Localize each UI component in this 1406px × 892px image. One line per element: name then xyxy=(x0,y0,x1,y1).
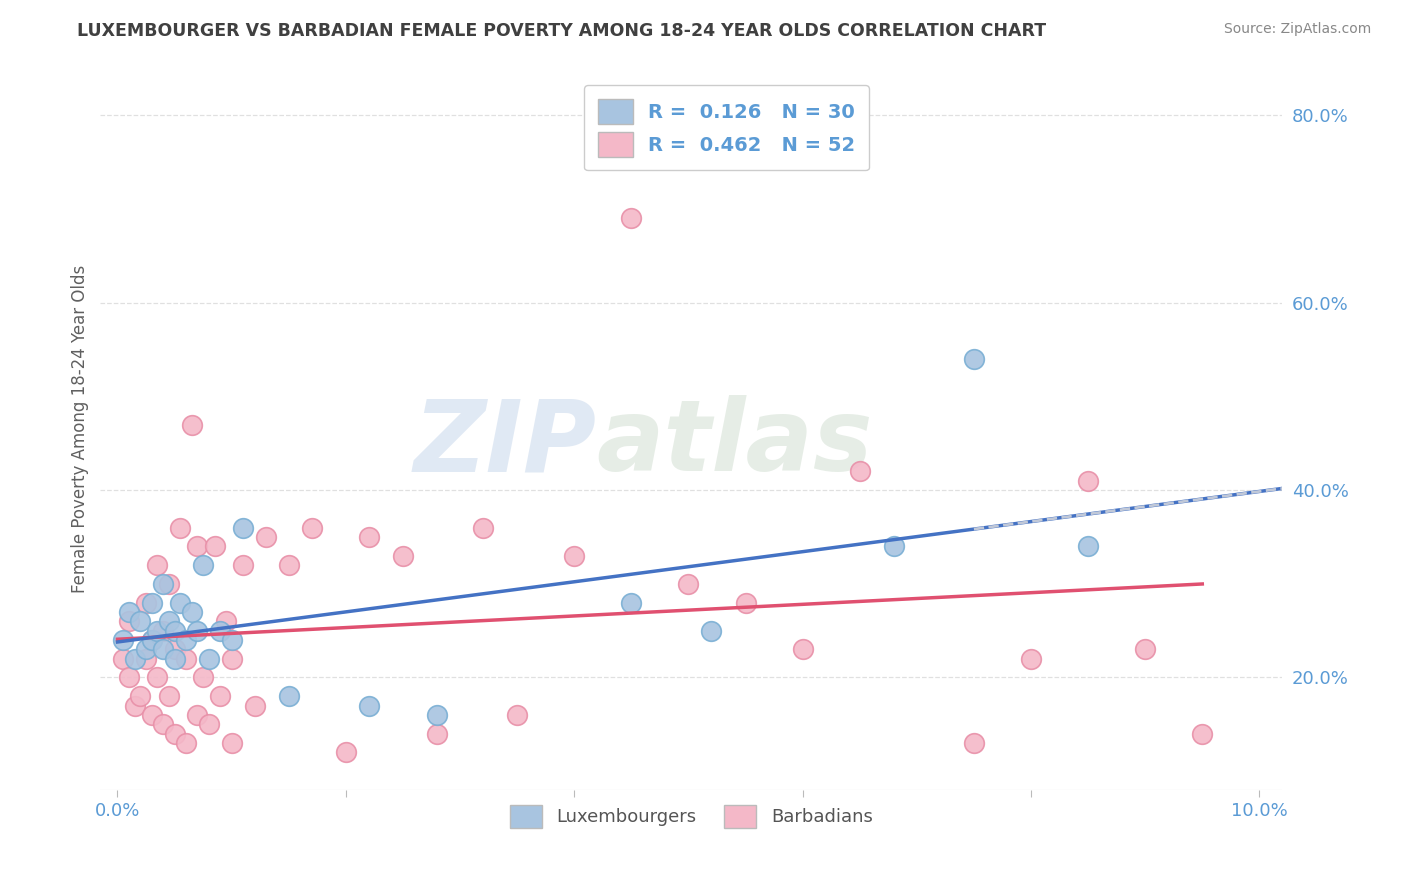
Point xyxy=(118,614,141,628)
Point xyxy=(232,558,254,572)
Point xyxy=(152,576,174,591)
Point xyxy=(678,576,700,591)
Point xyxy=(135,595,157,609)
Point xyxy=(180,417,202,432)
Point xyxy=(1135,642,1157,657)
Point xyxy=(163,624,186,638)
Point xyxy=(157,614,180,628)
Point xyxy=(1077,474,1099,488)
Point xyxy=(152,642,174,657)
Point xyxy=(209,624,232,638)
Point xyxy=(335,746,357,760)
Point xyxy=(221,633,243,648)
Point xyxy=(1077,539,1099,553)
Point xyxy=(1019,652,1042,666)
Legend: Luxembourgers, Barbadians: Luxembourgers, Barbadians xyxy=(502,797,880,835)
Point xyxy=(232,520,254,534)
Point xyxy=(141,633,163,648)
Point xyxy=(848,464,870,478)
Point xyxy=(392,549,415,563)
Point xyxy=(215,614,238,628)
Point xyxy=(129,614,152,628)
Point xyxy=(221,652,243,666)
Point xyxy=(124,698,146,713)
Point xyxy=(157,690,180,704)
Point xyxy=(146,671,169,685)
Point xyxy=(506,708,529,723)
Point xyxy=(152,717,174,731)
Point xyxy=(734,595,756,609)
Point xyxy=(186,708,208,723)
Point xyxy=(118,671,141,685)
Y-axis label: Female Poverty Among 18-24 Year Olds: Female Poverty Among 18-24 Year Olds xyxy=(72,265,89,593)
Point xyxy=(112,633,135,648)
Point xyxy=(135,642,157,657)
Point xyxy=(180,605,202,619)
Point xyxy=(112,652,135,666)
Point xyxy=(620,211,643,226)
Point xyxy=(883,539,905,553)
Point xyxy=(141,708,163,723)
Text: ZIP: ZIP xyxy=(413,395,596,492)
Point xyxy=(426,727,449,741)
Point xyxy=(186,624,208,638)
Point xyxy=(163,652,186,666)
Point xyxy=(277,558,299,572)
Point xyxy=(471,520,494,534)
Point xyxy=(963,736,986,750)
Point xyxy=(118,605,141,619)
Point xyxy=(152,624,174,638)
Point xyxy=(163,642,186,657)
Point xyxy=(204,539,226,553)
Point xyxy=(221,736,243,750)
Point xyxy=(141,595,163,609)
Point xyxy=(124,652,146,666)
Point xyxy=(146,558,169,572)
Point xyxy=(141,633,163,648)
Point xyxy=(135,652,157,666)
Point xyxy=(357,698,380,713)
Point xyxy=(792,642,814,657)
Point xyxy=(157,576,180,591)
Point xyxy=(243,698,266,713)
Point xyxy=(163,727,186,741)
Point xyxy=(174,652,197,666)
Point xyxy=(129,690,152,704)
Point xyxy=(426,708,449,723)
Point xyxy=(198,717,221,731)
Text: LUXEMBOURGER VS BARBADIAN FEMALE POVERTY AMONG 18-24 YEAR OLDS CORRELATION CHART: LUXEMBOURGER VS BARBADIAN FEMALE POVERTY… xyxy=(77,22,1046,40)
Point xyxy=(963,351,986,366)
Point xyxy=(186,539,208,553)
Point xyxy=(174,633,197,648)
Point xyxy=(209,690,232,704)
Point xyxy=(191,671,214,685)
Point xyxy=(198,652,221,666)
Text: Source: ZipAtlas.com: Source: ZipAtlas.com xyxy=(1223,22,1371,37)
Point xyxy=(301,520,323,534)
Point xyxy=(254,530,277,544)
Point xyxy=(357,530,380,544)
Text: atlas: atlas xyxy=(596,395,873,492)
Point xyxy=(620,595,643,609)
Point xyxy=(146,624,169,638)
Point xyxy=(277,690,299,704)
Point xyxy=(191,558,214,572)
Point xyxy=(174,736,197,750)
Point xyxy=(1191,727,1213,741)
Point xyxy=(700,624,723,638)
Point xyxy=(562,549,585,563)
Point xyxy=(169,520,191,534)
Point xyxy=(169,595,191,609)
